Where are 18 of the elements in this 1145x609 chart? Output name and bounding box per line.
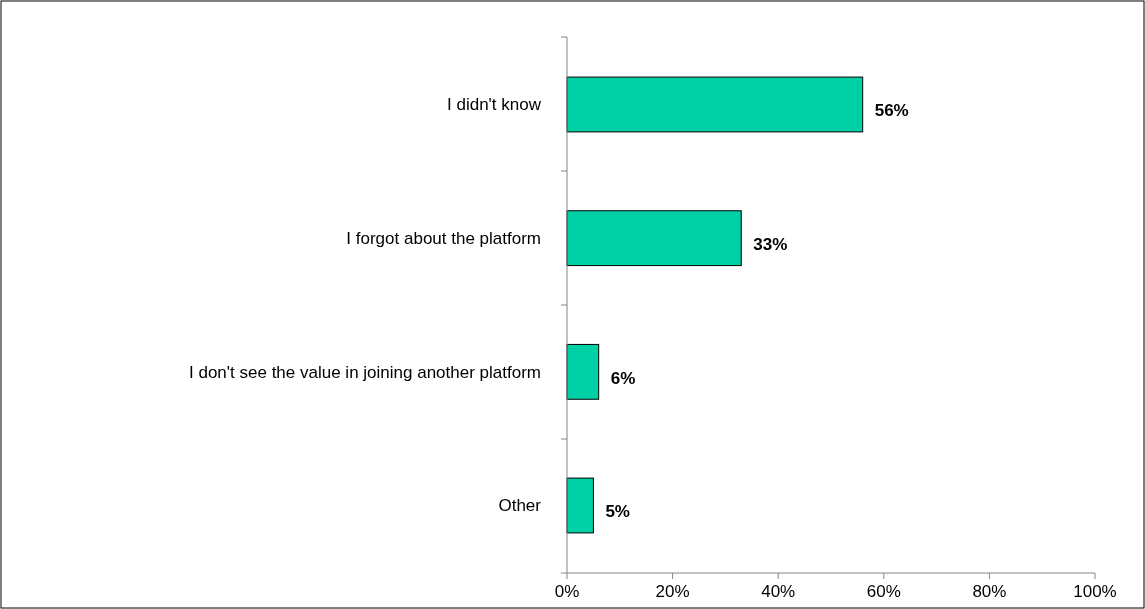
data-label: 6% (610, 368, 636, 388)
bar (566, 343, 600, 400)
x-tick-label: 80% (972, 582, 1007, 601)
bar (566, 477, 594, 534)
x-tick-label: 60% (866, 582, 901, 601)
data-label: 56% (874, 101, 909, 121)
bar (566, 76, 864, 133)
y-tick-label: I don't see the value in joining another platform (189, 362, 541, 382)
x-tick-label: 100% (1073, 582, 1117, 601)
y-tick-label: Other (498, 496, 542, 516)
bar (566, 210, 742, 267)
x-tick-label: 0% (554, 582, 580, 601)
x-tick-label: 20% (655, 582, 690, 601)
y-tick-label: I forgot about the platform (346, 229, 541, 249)
data-label: 33% (753, 235, 788, 255)
data-label: 5% (605, 502, 630, 522)
x-tick-label: 40% (761, 582, 796, 601)
y-tick-label: I didn't know (447, 95, 542, 115)
